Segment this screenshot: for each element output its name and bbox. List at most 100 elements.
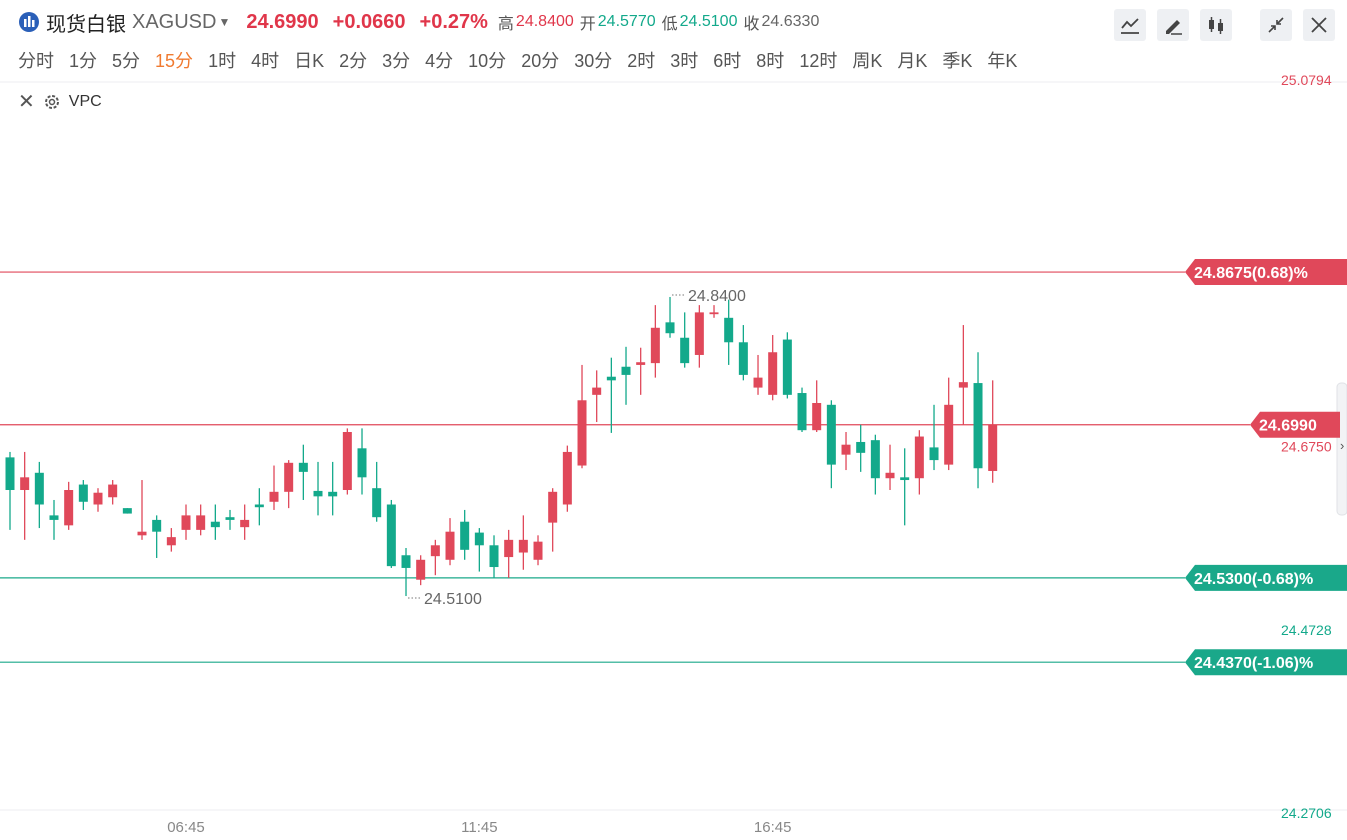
candle-body (225, 517, 235, 520)
candle-body (460, 521, 470, 550)
x-tick-label: 06:45 (167, 819, 205, 836)
high-label: 高 (497, 16, 514, 33)
candle-body (445, 531, 455, 560)
collapse-button[interactable] (1260, 9, 1292, 41)
candle-body (944, 404, 954, 465)
open-value: 24.5770 (597, 13, 656, 30)
candle-body (93, 492, 103, 505)
candle-body (298, 462, 308, 472)
price: 24.6990 (246, 10, 319, 33)
price-tag (1250, 411, 1340, 438)
timeframe-tab[interactable]: 月K (897, 51, 928, 71)
candle-body (372, 488, 382, 518)
timeframe-tab[interactable]: 1时 (208, 51, 237, 71)
candle-body (533, 541, 543, 560)
timeframe-tab[interactable]: 3分 (382, 51, 411, 71)
candle-body (152, 519, 162, 532)
timeframe-tab[interactable]: 15分 (155, 51, 194, 71)
candle-body (650, 327, 660, 364)
symbol[interactable]: XAGUSD (132, 10, 217, 33)
candle-body (709, 312, 719, 315)
extreme-label: 24.8400 (688, 288, 746, 305)
y-tick-label: 24.4728 (1281, 622, 1332, 638)
candle-body (401, 555, 411, 568)
timeframe-tab[interactable]: 20分 (521, 51, 560, 71)
candle-body (34, 472, 44, 505)
close-value: 24.6330 (761, 13, 820, 30)
low-label: 低 (661, 16, 678, 33)
candle-body (694, 312, 704, 355)
timeframe-tab[interactable]: 1分 (69, 51, 98, 71)
settings-icon[interactable] (43, 93, 61, 111)
scroll-arrow[interactable]: › (1340, 438, 1344, 453)
candle-body (254, 504, 264, 508)
price-tag-label: 24.5300(-0.68)% (1194, 571, 1313, 588)
timeframe-tab[interactable]: 2时 (627, 51, 656, 71)
price-tag (1185, 649, 1347, 676)
title: 现货白银 (46, 13, 126, 36)
candle-body (577, 400, 587, 466)
change-pct: +0.27% (419, 10, 488, 33)
candle-body (914, 436, 924, 479)
timeframe-tab[interactable]: 30分 (574, 51, 613, 71)
dropdown-caret[interactable]: ▼ (218, 15, 231, 29)
candle-type-button[interactable] (1200, 9, 1232, 41)
close-icon[interactable]: ✕ (18, 91, 35, 113)
low-value: 24.5100 (679, 13, 738, 30)
candle-body (724, 317, 734, 343)
candle-body (738, 342, 748, 375)
candle-body (386, 504, 396, 567)
timeframe-tab[interactable]: 日K (294, 51, 325, 71)
candle-body (342, 431, 352, 491)
timeframe-tab[interactable]: 2分 (339, 51, 368, 71)
y-tick-label: 25.0794 (1281, 72, 1332, 88)
candle-body (210, 521, 220, 528)
candle-body (636, 362, 646, 365)
draw-button[interactable] (1157, 9, 1189, 41)
timeframe-tab[interactable]: 3时 (670, 51, 699, 71)
high-value: 24.8400 (515, 13, 574, 30)
timeframe-tab[interactable]: 年K (987, 51, 1018, 71)
timeframe-tab[interactable]: 12时 (799, 51, 838, 71)
y-tick-label: 24.2706 (1281, 805, 1332, 821)
timeframe-tab[interactable]: 分时 (18, 51, 54, 71)
candle-body (430, 545, 440, 557)
candle-body (474, 532, 484, 546)
timeframe-tab[interactable]: 4时 (251, 51, 280, 71)
candle-body (753, 377, 763, 388)
candle-body (665, 322, 675, 334)
candle-body (592, 387, 602, 395)
candle-body (856, 441, 866, 453)
timeframe-tab[interactable]: 6时 (713, 51, 742, 71)
candle-body (416, 559, 426, 580)
candle-body (958, 382, 968, 388)
price-tag (1185, 259, 1347, 286)
timeframe-tab[interactable]: 季K (942, 51, 973, 71)
timeframe-tab[interactable]: 8时 (756, 51, 785, 71)
timeframe-tab[interactable]: 4分 (425, 51, 454, 71)
timeframe-bar: 分时 1分 5分 15分 1时 4时 日K 2分 3分 4分 10分 20分 30分 2时 3时 6时 8时 12… (18, 47, 1017, 73)
y-tick-label: 24.6750 (1281, 439, 1332, 455)
candle-body (240, 519, 250, 528)
indicator-name: VPC (68, 92, 102, 110)
extreme-label: 24.5100 (424, 591, 482, 608)
candle-body (78, 484, 88, 502)
candle-body (49, 515, 59, 520)
candle-body (181, 515, 191, 530)
candle-body (797, 393, 807, 431)
close-button[interactable] (1303, 9, 1335, 41)
candle-body (870, 440, 880, 479)
timeframe-tab[interactable]: 5分 (112, 51, 141, 71)
candle-body (166, 537, 176, 546)
timeframe-tab[interactable]: 周K (852, 51, 883, 71)
candle-body (284, 462, 294, 492)
timeframe-tab[interactable]: 10分 (468, 51, 507, 71)
open-label: 开 (579, 16, 596, 33)
candle-body (768, 352, 778, 395)
line-tool-button[interactable] (1114, 9, 1146, 41)
candle-body (269, 491, 279, 502)
candle-body (489, 545, 499, 568)
x-tick-label: 16:45 (754, 819, 792, 836)
